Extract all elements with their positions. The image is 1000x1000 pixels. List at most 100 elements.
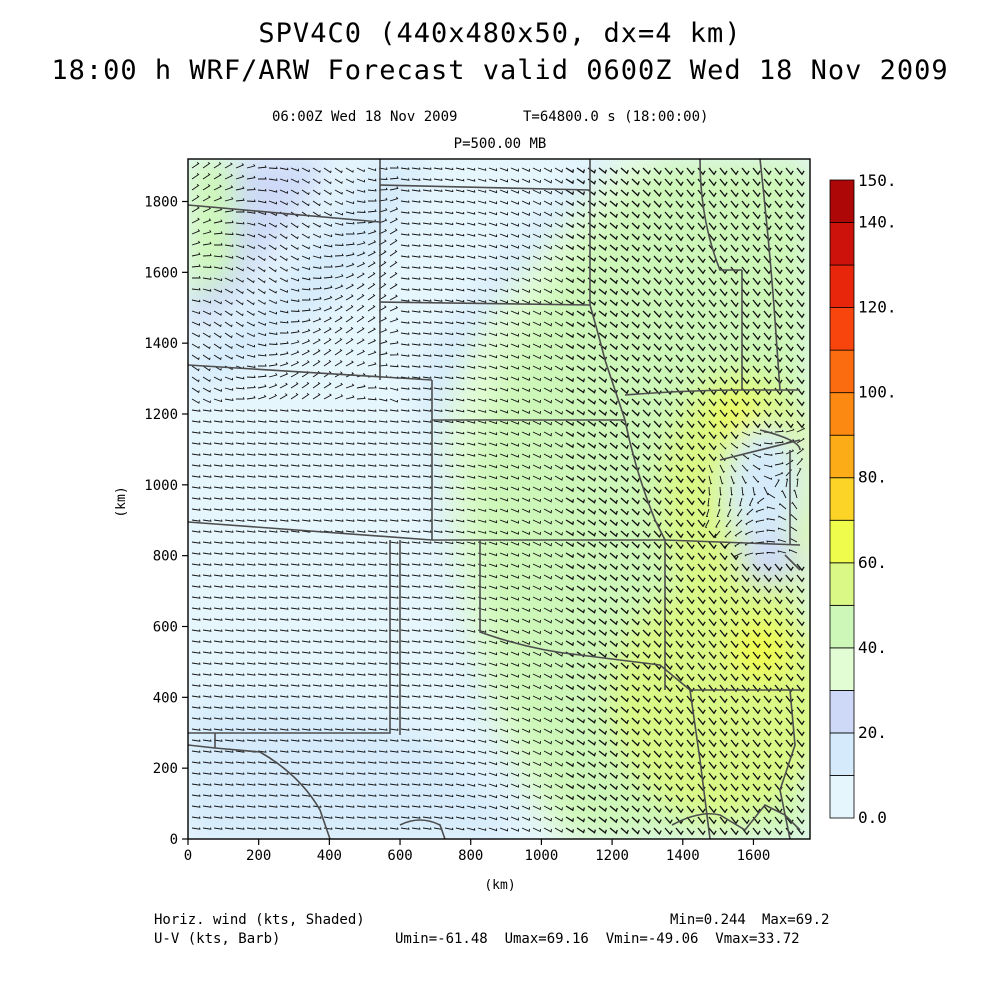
wind-barb [708, 200, 717, 209]
wind-barb [411, 772, 421, 775]
wind-barb [323, 244, 333, 248]
wind-barb [312, 307, 322, 312]
colorbar-label: 40. [858, 638, 887, 657]
wind-barb [246, 816, 256, 819]
colorbar-label: 120. [858, 298, 897, 317]
wind-barb [741, 684, 750, 693]
wind-barb [565, 167, 575, 174]
wind-barb [796, 805, 805, 814]
wind-barb [554, 728, 563, 734]
wind-barb [367, 739, 377, 742]
wind-barb [334, 563, 344, 566]
wind-barb [686, 442, 695, 451]
wind-barb [444, 541, 454, 545]
wind-barb [554, 475, 563, 481]
wind-barb [323, 233, 333, 238]
wind-barb [389, 695, 399, 698]
wind-barb [719, 266, 728, 275]
wind-barb [444, 233, 454, 237]
wind-barb [735, 519, 743, 527]
wind-barb [664, 211, 673, 220]
wind-barb [191, 519, 201, 522]
wind-barb [444, 365, 454, 369]
wind-barb [587, 365, 597, 372]
wind-barb [664, 167, 673, 176]
wind-barb [521, 255, 530, 260]
wind-barb [774, 772, 783, 781]
wind-barb [510, 178, 519, 183]
wind-barb [290, 739, 300, 742]
wind-barb [675, 552, 684, 561]
wind-barb [675, 222, 684, 231]
wind-barb [664, 673, 673, 682]
wind-barb [356, 361, 366, 367]
wind-barb [565, 332, 575, 339]
wind-barb [763, 651, 772, 660]
wind-barb [796, 651, 805, 660]
wind-barb [499, 508, 509, 513]
wind-barb [719, 717, 728, 726]
wind-barb [246, 794, 256, 797]
wind-barb [499, 805, 509, 810]
wind-barb [510, 222, 519, 227]
wind-barb [279, 200, 288, 206]
wind-barb [444, 343, 454, 347]
wind-barb [785, 728, 794, 737]
wind-barb [422, 310, 432, 313]
wind-barb [312, 651, 322, 654]
wind-barb [301, 189, 310, 196]
wind-barb [719, 288, 728, 297]
wind-barb [345, 475, 355, 478]
wind-barb [521, 805, 530, 810]
colorbar-label: 150. [858, 171, 897, 190]
wind-barb [389, 585, 399, 588]
wind-barb [686, 453, 695, 462]
wind-barb [653, 365, 662, 374]
wind-barb [455, 552, 465, 556]
wind-barb [664, 321, 673, 330]
wind-barb [389, 464, 399, 467]
wind-barb [598, 288, 608, 295]
wind-barb [576, 552, 586, 559]
wind-barb [587, 607, 597, 614]
wind-barb [609, 464, 618, 472]
wind-barb [510, 761, 519, 766]
wind-barb [345, 552, 355, 555]
wind-barb [664, 398, 673, 407]
wind-barb [664, 266, 673, 275]
wind-barb [763, 783, 772, 792]
wind-barb [367, 574, 377, 577]
wind-barb [785, 459, 794, 466]
wind-barb [323, 409, 333, 412]
wind-barb [510, 420, 519, 425]
wind-barb [258, 176, 267, 180]
wind-barb [752, 662, 761, 671]
wind-barb [290, 464, 300, 467]
wind-barb [268, 629, 278, 632]
wind-barb [723, 541, 732, 548]
wind-barb [400, 574, 410, 577]
wind-barb [598, 519, 608, 526]
wind-barb [796, 448, 805, 455]
wind-barb [433, 442, 443, 445]
wind-barb [191, 343, 200, 349]
wind-barb [279, 783, 289, 786]
wind-barb [510, 629, 519, 634]
wind-barb [279, 277, 288, 283]
wind-barb [675, 827, 684, 836]
wind-barb [653, 222, 662, 231]
wind-barb [235, 453, 245, 456]
wind-barb [697, 585, 706, 594]
wind-barb [257, 673, 267, 676]
wind-barb [235, 431, 245, 434]
wind-barb [675, 607, 684, 616]
wind-barb [704, 519, 710, 528]
wind-barb [521, 618, 530, 623]
wind-barb [488, 167, 498, 172]
wind-barb [477, 464, 487, 468]
wind-barb [400, 299, 410, 302]
wind-barb [785, 651, 794, 660]
wind-barb [576, 167, 586, 174]
wind-barb [389, 486, 399, 489]
wind-barb [268, 277, 277, 284]
